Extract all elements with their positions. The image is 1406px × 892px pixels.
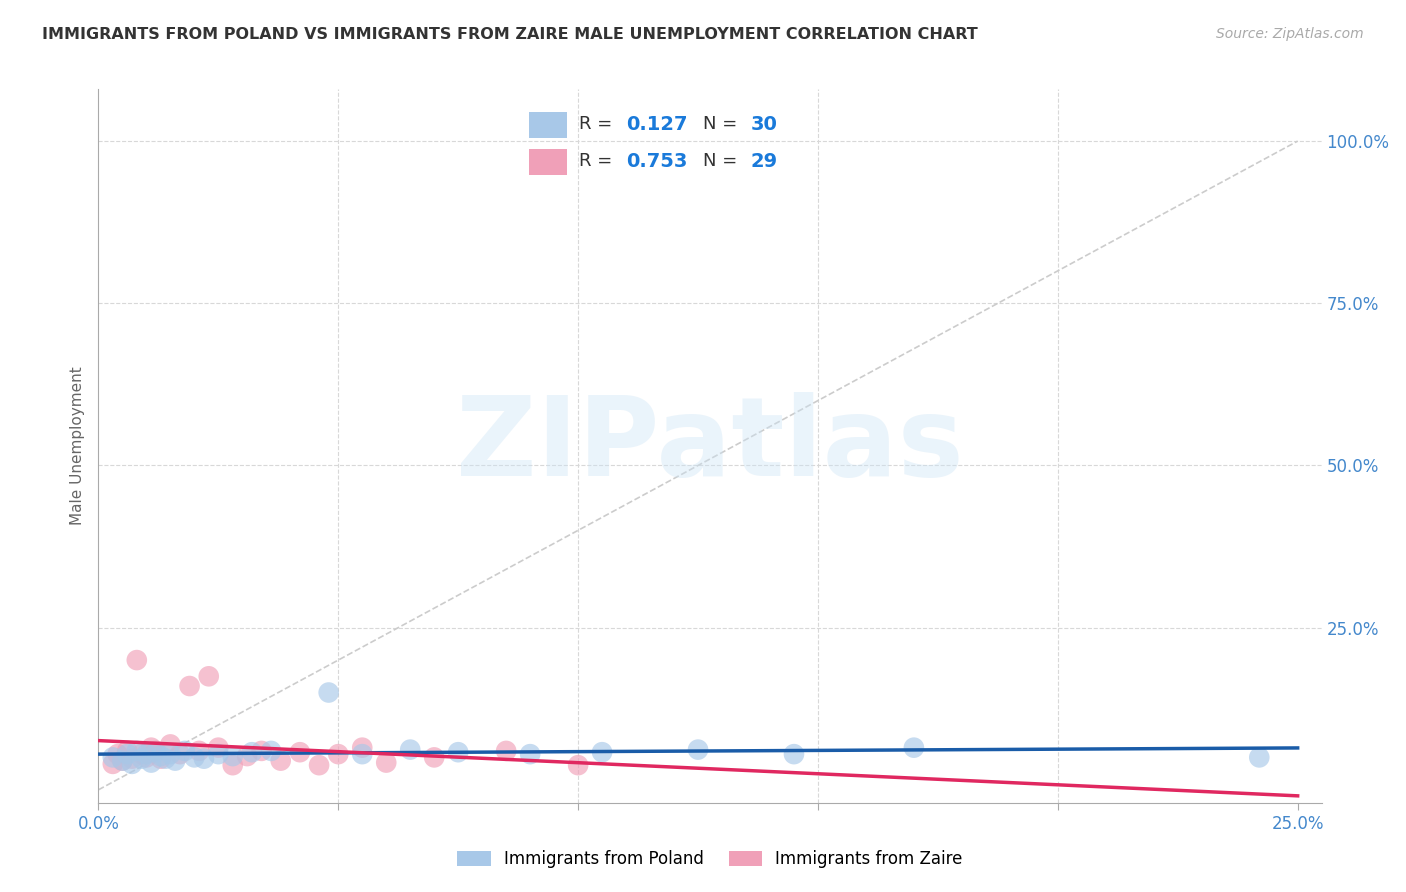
Point [318,685,340,699]
Point [222,758,245,772]
Text: 0.753: 0.753 [627,152,688,170]
Point [783,747,806,761]
Text: ZIPatlas: ZIPatlas [456,392,965,500]
Point [131,752,153,766]
Point [101,750,124,764]
Text: N =: N = [703,153,744,170]
Point [447,745,470,759]
Point [141,740,163,755]
Text: 30: 30 [751,115,778,134]
Point [519,747,541,761]
Point [135,750,157,764]
Point [495,744,517,758]
Point [111,754,134,768]
Point [352,747,374,761]
Point [169,747,191,761]
Text: N =: N = [703,115,744,133]
Point [107,747,129,761]
Point [591,745,613,759]
Point [135,747,157,761]
Point [193,752,215,766]
Point [236,749,259,764]
Point [903,740,925,755]
Point [115,747,138,761]
Point [155,752,177,766]
Text: R =: R = [579,153,619,170]
Bar [529,149,568,175]
Point [121,752,143,766]
Point [141,756,163,770]
Text: 29: 29 [751,152,778,170]
Point [159,738,181,752]
Point [270,754,292,768]
Point [145,745,167,759]
Point [125,653,148,667]
Text: Source: ZipAtlas.com: Source: ZipAtlas.com [1216,27,1364,41]
Y-axis label: Male Unemployment: Male Unemployment [69,367,84,525]
Point [149,752,172,766]
Point [250,744,273,758]
Point [111,754,134,768]
Point [173,744,195,758]
Point [207,740,229,755]
Text: 0.127: 0.127 [627,115,688,134]
Point [1249,750,1271,764]
Point [165,754,187,768]
Point [423,750,446,764]
Point [197,669,219,683]
Point [375,756,398,770]
Point [207,747,229,761]
Point [101,756,124,771]
Point [222,749,245,764]
Point [686,742,709,756]
Point [328,747,350,761]
Point [399,742,422,756]
Bar [529,112,568,138]
Point [121,756,143,771]
Point [159,747,181,761]
Point [149,749,172,764]
Text: IMMIGRANTS FROM POLAND VS IMMIGRANTS FROM ZAIRE MALE UNEMPLOYMENT CORRELATION CH: IMMIGRANTS FROM POLAND VS IMMIGRANTS FRO… [42,27,979,42]
Point [260,744,283,758]
Point [115,744,138,758]
Point [179,679,201,693]
Text: R =: R = [579,115,619,133]
Point [352,740,374,755]
Point [125,744,148,758]
Point [183,750,205,764]
Point [308,758,330,772]
Point [567,758,589,772]
Point [131,747,153,761]
Point [145,744,167,758]
Point [240,745,263,759]
Point [288,745,311,759]
Legend: Immigrants from Poland, Immigrants from Zaire: Immigrants from Poland, Immigrants from … [449,842,972,877]
Point [188,744,211,758]
